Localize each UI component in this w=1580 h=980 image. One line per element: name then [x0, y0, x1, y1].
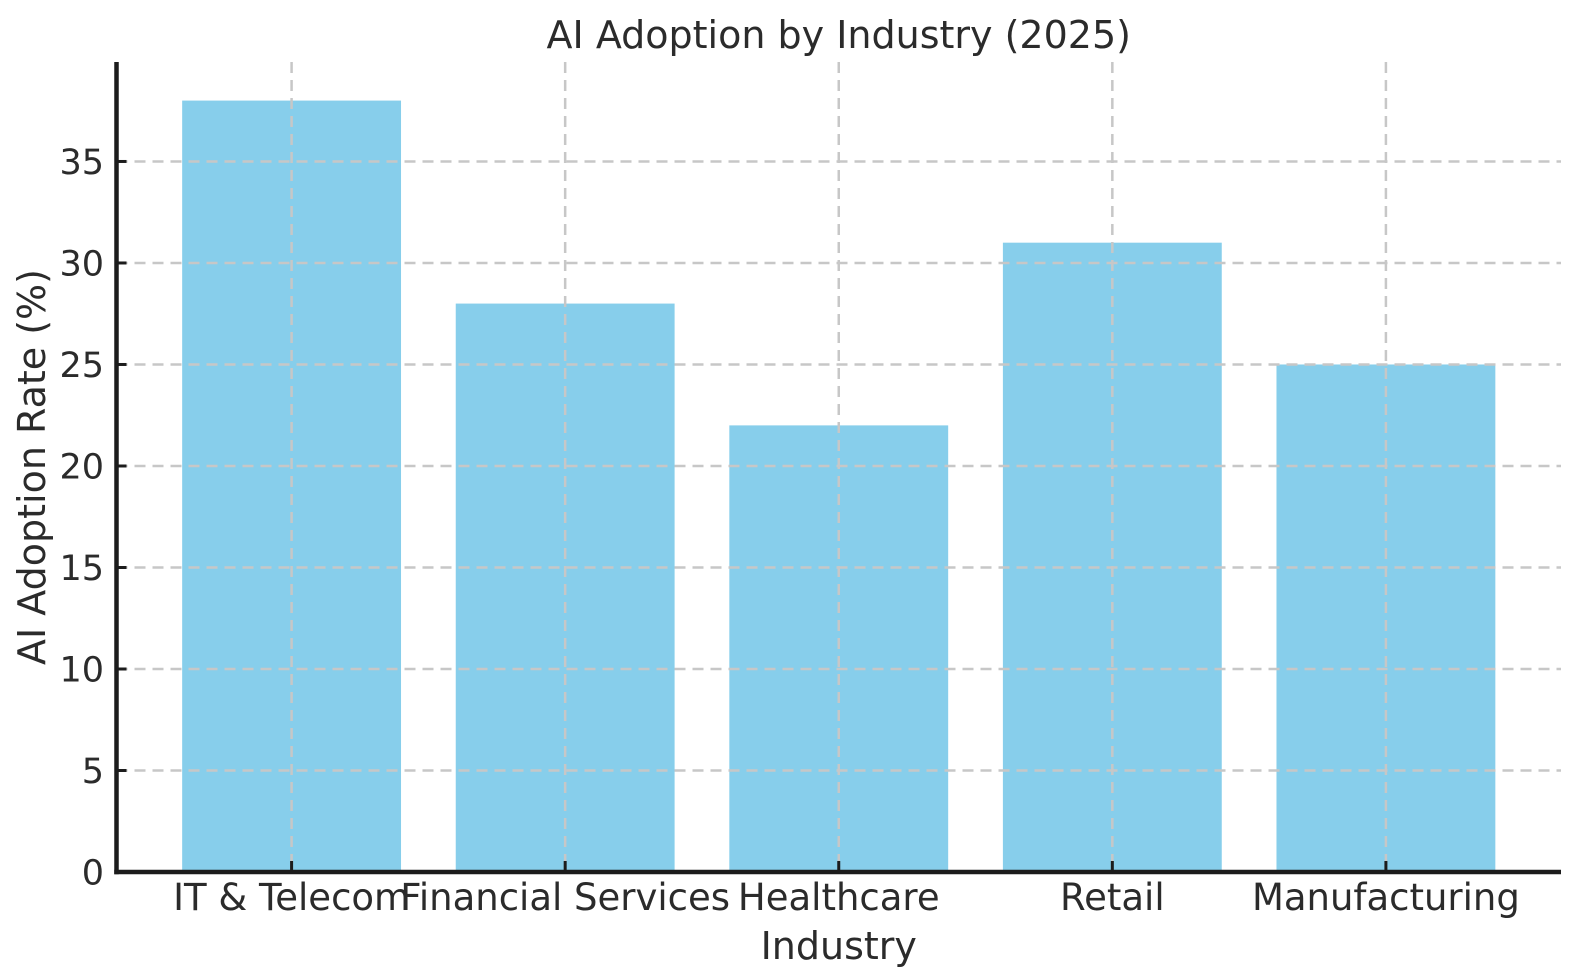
- ytick-label-0: 0: [82, 854, 104, 894]
- ytick-label-5: 5: [82, 752, 104, 792]
- xtick-label-financial-services: Financial Services: [400, 876, 730, 919]
- ytick-label-20: 20: [59, 447, 104, 487]
- gridlines-layer: [116, 62, 1561, 872]
- ytick-label-25: 25: [59, 346, 104, 386]
- ytick-label-30: 30: [59, 244, 104, 284]
- xtick-label-healthcare: Healthcare: [738, 876, 940, 919]
- chart-title: AI Adoption by Industry (2025): [547, 13, 1131, 57]
- xtick-label-manufacturing: Manufacturing: [1252, 876, 1520, 919]
- ytick-label-15: 15: [59, 549, 104, 589]
- ytick-label-35: 35: [59, 143, 104, 183]
- x-axis-label: Industry: [761, 924, 917, 968]
- xtick-label-it-telecom: IT & Telecom: [173, 876, 410, 919]
- xtick-label-retail: Retail: [1060, 876, 1165, 919]
- tick-marks-layer: [116, 159, 1388, 874]
- y-axis-label: AI Adoption Rate (%): [10, 269, 54, 665]
- ytick-label-10: 10: [59, 650, 104, 690]
